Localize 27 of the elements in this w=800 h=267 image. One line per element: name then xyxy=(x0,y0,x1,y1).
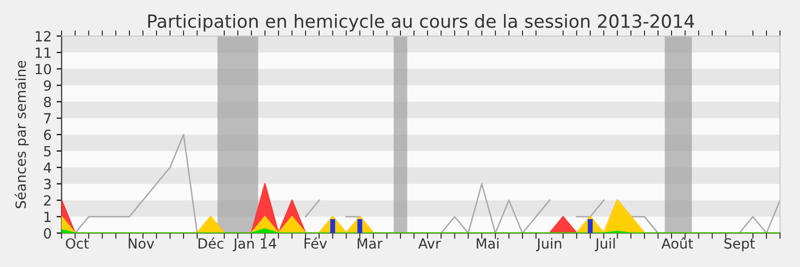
y-tick-label: 2 xyxy=(44,195,50,206)
y-tick-label: 11 xyxy=(36,48,51,58)
chart-title: Participation en hemicycle au cours de la session 2013-2014 xyxy=(148,14,694,32)
x-tick-label: Jan 14 xyxy=(232,238,276,252)
x-tick-label: Sept xyxy=(724,238,755,252)
x-tick-label: Avr xyxy=(418,238,441,249)
x-tick-label: Nov xyxy=(128,238,154,249)
x-tick-label: Mar xyxy=(358,238,383,249)
y-tick-label: 1 xyxy=(44,212,51,222)
y-tick-label: 6 xyxy=(44,130,52,140)
x-tick-label: Août xyxy=(661,237,694,249)
y-tick-label: 3 xyxy=(44,178,51,190)
y-tick-label: 12 xyxy=(36,31,50,42)
x-tick-label: Déc xyxy=(198,237,224,249)
y-tick-label: 9 xyxy=(44,80,51,91)
y-tick-label: 0 xyxy=(44,228,51,239)
y-tick-label: 10 xyxy=(36,64,51,74)
y-tick-label: 4 xyxy=(44,162,52,173)
x-tick-label: Fév xyxy=(304,237,327,249)
x-tick-label: Oct xyxy=(66,238,89,249)
x-tick-label: Mai xyxy=(476,238,498,249)
x-tick-label: Juin xyxy=(536,238,562,252)
y-tick-label: 5 xyxy=(44,146,51,156)
y-axis-title: Séances par semaine xyxy=(14,60,29,208)
y-tick-label: 8 xyxy=(44,96,51,108)
y-tick-label: 7 xyxy=(44,113,51,124)
x-tick-label: Juil xyxy=(594,238,615,252)
